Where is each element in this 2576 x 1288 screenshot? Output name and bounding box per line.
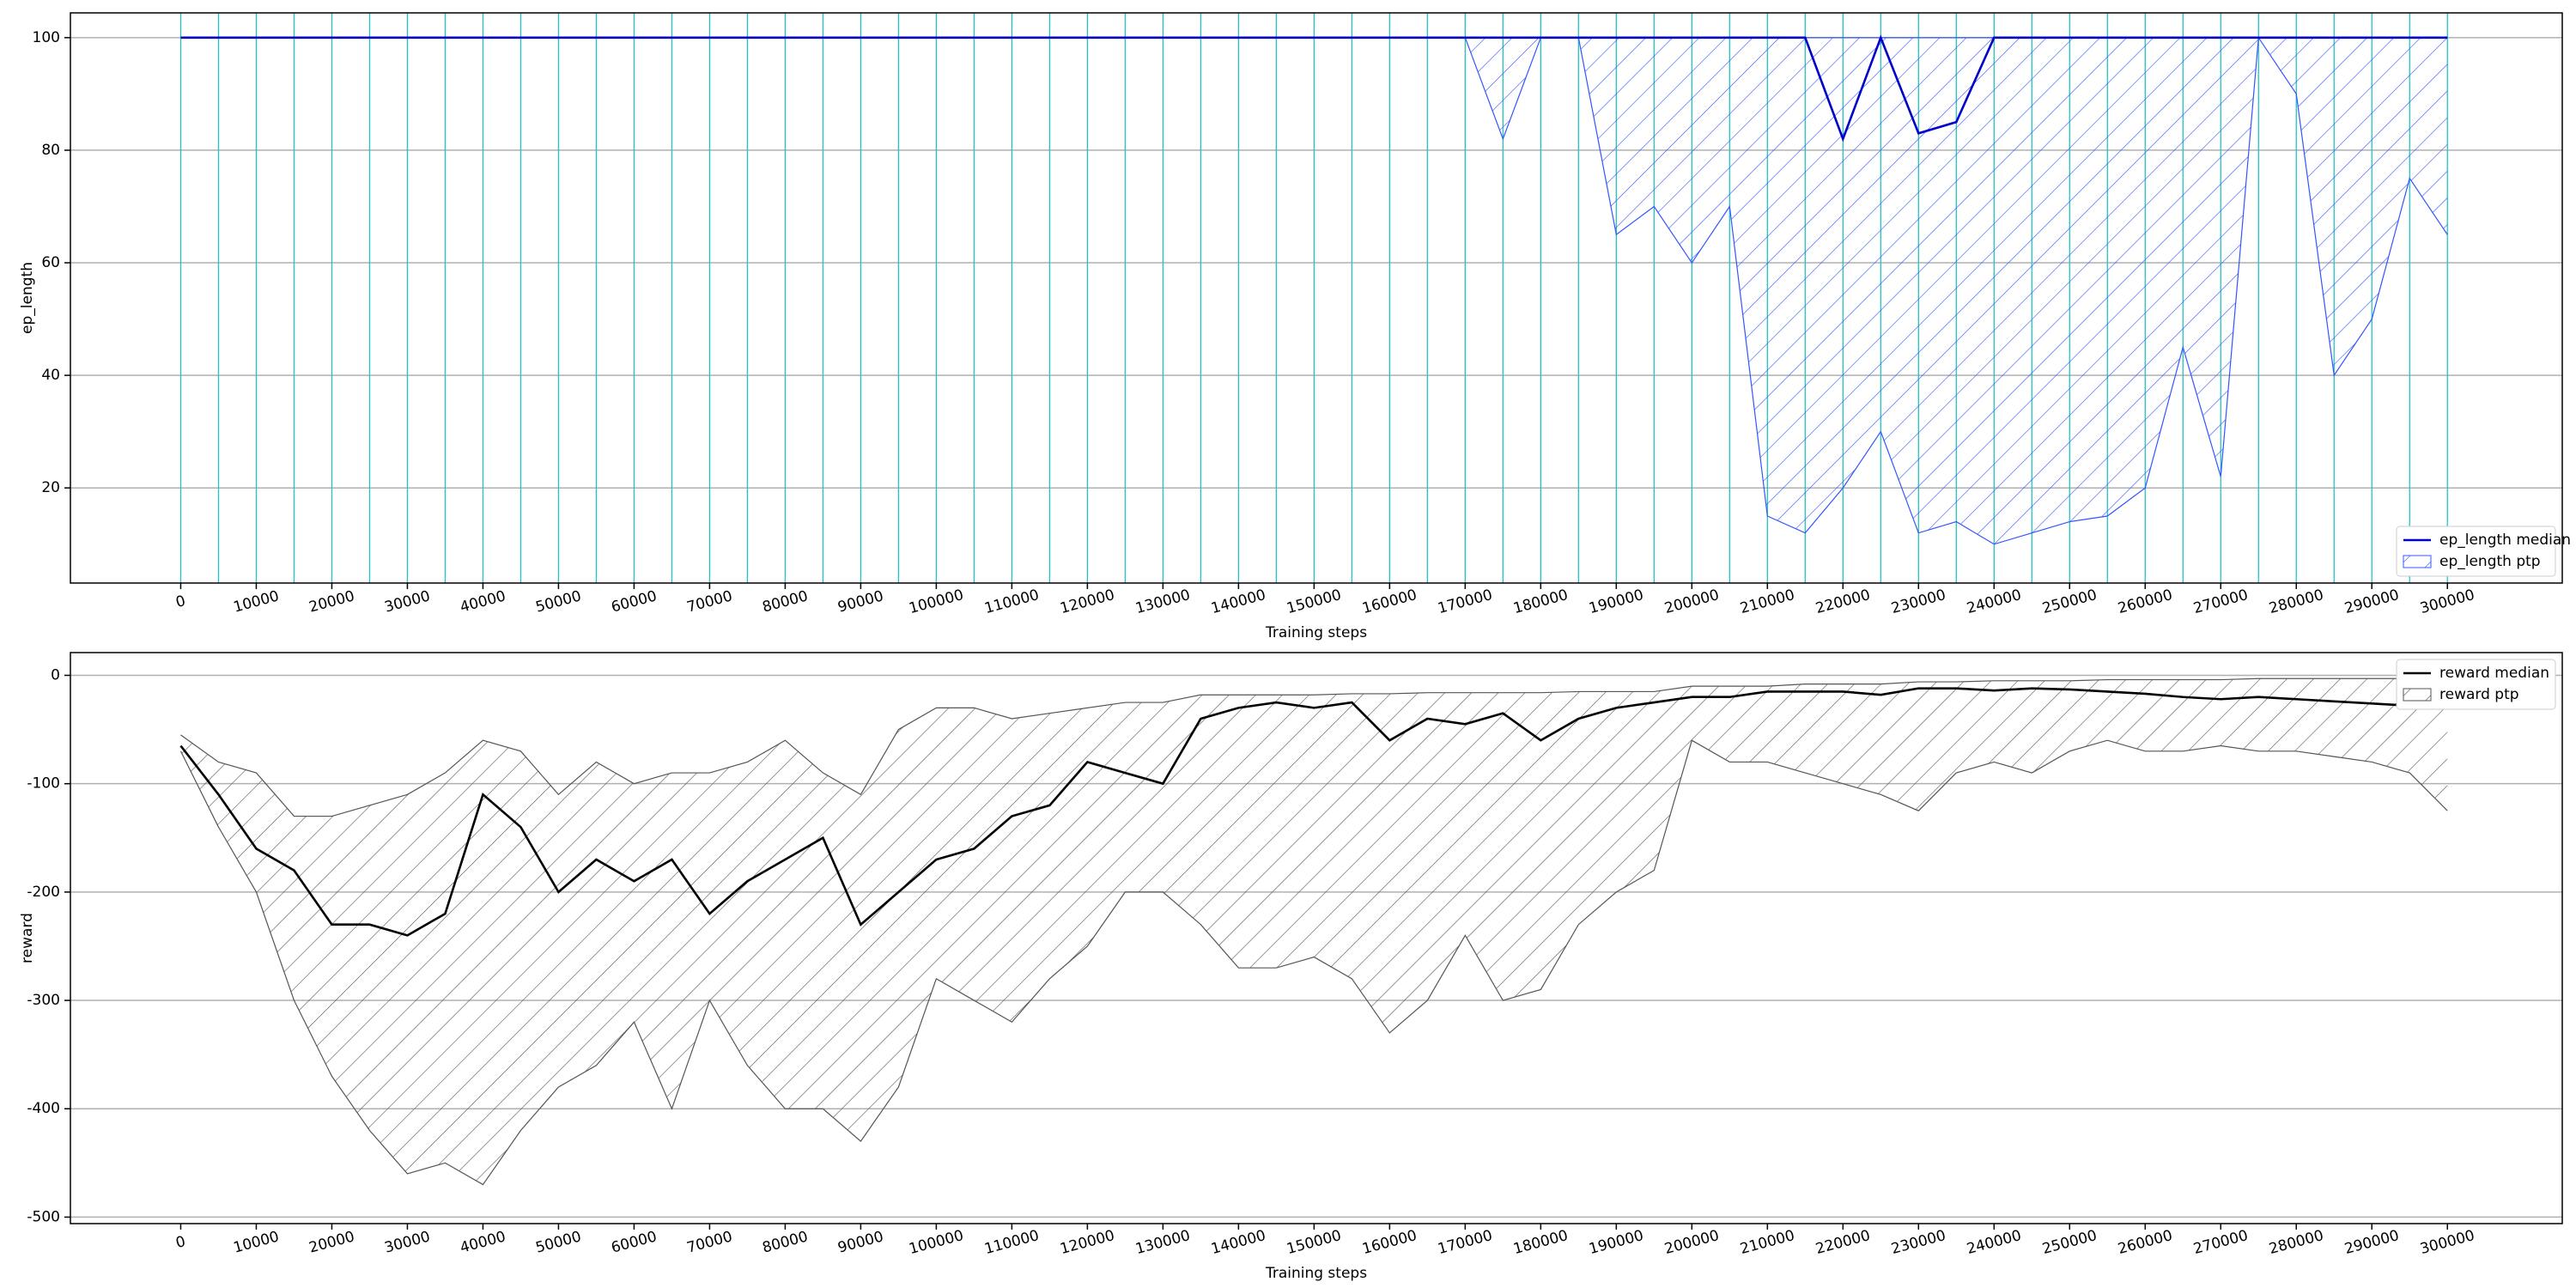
y-axis-label: reward <box>19 913 36 963</box>
x-tick-label: 100000 <box>907 1227 965 1258</box>
x-tick-label: 120000 <box>1058 1227 1116 1258</box>
x-tick-label: 200000 <box>1662 1227 1721 1258</box>
y-tick-label: 100 <box>33 29 60 46</box>
ptp-lower <box>179 739 2448 1186</box>
plot-area <box>70 13 2562 583</box>
x-tick-label: 280000 <box>2267 1227 2325 1258</box>
x-tick-label: 200000 <box>1662 586 1721 617</box>
x-tick-label: 40000 <box>459 587 507 616</box>
x-tick-label: 180000 <box>1511 586 1570 617</box>
ptp-band <box>180 678 2448 1185</box>
x-tick-label: 130000 <box>1133 586 1192 617</box>
x-tick-label: 120000 <box>1058 586 1116 617</box>
x-tick-label: 260000 <box>2116 586 2174 617</box>
y-tick-label: 60 <box>41 254 60 271</box>
x-tick-label: 170000 <box>1436 1227 1494 1258</box>
x-tick-label: 10000 <box>232 587 281 616</box>
x-tick-label: 10000 <box>232 1228 281 1256</box>
ptp-upper <box>180 677 2448 817</box>
x-tick-label: 100000 <box>907 586 965 617</box>
x-tick-label: 60000 <box>610 587 659 616</box>
y-tick-label: 80 <box>41 142 60 159</box>
x-tick-label: 30000 <box>383 1228 432 1256</box>
x-tick-label: 140000 <box>1209 586 1267 617</box>
x-tick-label: 160000 <box>1360 1227 1419 1258</box>
axes-frame <box>70 12 2563 584</box>
legend-label: ep_length median <box>2439 532 2571 549</box>
x-tick-label: 210000 <box>1738 586 1796 617</box>
x-tick-label: 180000 <box>1511 1227 1570 1258</box>
x-tick-label: 90000 <box>836 587 885 616</box>
x-tick-label: 300000 <box>2418 586 2476 617</box>
x-tick-label: 230000 <box>1889 1227 1947 1258</box>
legend-box <box>2396 526 2556 577</box>
x-tick-label: 70000 <box>685 1228 734 1256</box>
median-line <box>180 34 2448 143</box>
x-tick-label: 170000 <box>1436 586 1494 617</box>
legend-label: reward ptp <box>2439 686 2519 703</box>
x-tick-label: 190000 <box>1587 1227 1645 1258</box>
x-tick-label: 150000 <box>1285 1227 1343 1258</box>
y-tick-label: -200 <box>27 884 60 901</box>
x-tick-label: 240000 <box>1965 1227 2023 1258</box>
x-tick-label: 270000 <box>2191 586 2250 617</box>
legend-swatch <box>2403 688 2432 702</box>
x-tick-label: 30000 <box>383 587 432 616</box>
x-tick-label: 290000 <box>2342 586 2401 617</box>
x-tick-label: 230000 <box>1889 586 1947 617</box>
y-tick-label: -400 <box>27 1100 60 1117</box>
x-tick-label: 220000 <box>1814 586 1872 617</box>
x-tick-label: 90000 <box>836 1228 885 1256</box>
x-tick-label: 110000 <box>982 586 1041 617</box>
x-tick-label: 130000 <box>1133 1227 1192 1258</box>
x-tick-label: 0 <box>174 592 188 611</box>
y-tick-label: 0 <box>51 666 60 683</box>
legend-box <box>2396 659 2556 710</box>
y-tick-label: -100 <box>27 775 60 793</box>
x-tick-label: 60000 <box>610 1228 659 1256</box>
x-tick-label: 20000 <box>307 1228 356 1256</box>
y-tick-label: 40 <box>41 367 60 384</box>
x-tick-label: 250000 <box>2040 586 2099 617</box>
x-tick-label: 40000 <box>459 1228 507 1256</box>
axes-frame <box>70 652 2563 1224</box>
x-tick-label: 270000 <box>2191 1227 2250 1258</box>
x-tick-label: 240000 <box>1965 586 2023 617</box>
x-tick-label: 110000 <box>982 1227 1041 1258</box>
legend-label: reward median <box>2439 665 2549 682</box>
y-axis-label: ep_length <box>19 262 36 334</box>
x-tick-label: 300000 <box>2418 1227 2476 1258</box>
x-tick-label: 70000 <box>685 587 734 616</box>
x-tick-label: 50000 <box>534 1228 583 1256</box>
x-tick-label: 220000 <box>1814 1227 1872 1258</box>
x-tick-label: 140000 <box>1209 1227 1267 1258</box>
y-tick-label: -500 <box>27 1208 60 1225</box>
x-tick-label: 290000 <box>2342 1227 2401 1258</box>
y-tick-label: 20 <box>41 479 60 496</box>
x-tick-label: 260000 <box>2116 1227 2174 1258</box>
x-tick-label: 50000 <box>534 587 583 616</box>
x-tick-label: 190000 <box>1587 586 1645 617</box>
x-tick-label: 0 <box>174 1233 188 1252</box>
x-tick-label: 80000 <box>761 587 810 616</box>
ptp-band <box>180 37 2448 544</box>
legend-label: ep_length ptp <box>2439 553 2541 570</box>
y-tick-label: -300 <box>27 992 60 1009</box>
x-tick-label: 160000 <box>1360 586 1419 617</box>
median-line <box>179 687 2448 937</box>
plot-area <box>70 674 2562 1218</box>
x-tick-label: 210000 <box>1738 1227 1796 1258</box>
x-tick-label: 80000 <box>761 1228 810 1256</box>
x-axis-label: Training steps <box>1265 1265 1367 1282</box>
x-tick-label: 20000 <box>307 587 356 616</box>
legend-swatch <box>2403 555 2432 568</box>
x-tick-label: 250000 <box>2040 1227 2099 1258</box>
x-tick-label: 150000 <box>1285 586 1343 617</box>
x-tick-label: 280000 <box>2267 586 2325 617</box>
x-axis-label: Training steps <box>1265 624 1367 641</box>
